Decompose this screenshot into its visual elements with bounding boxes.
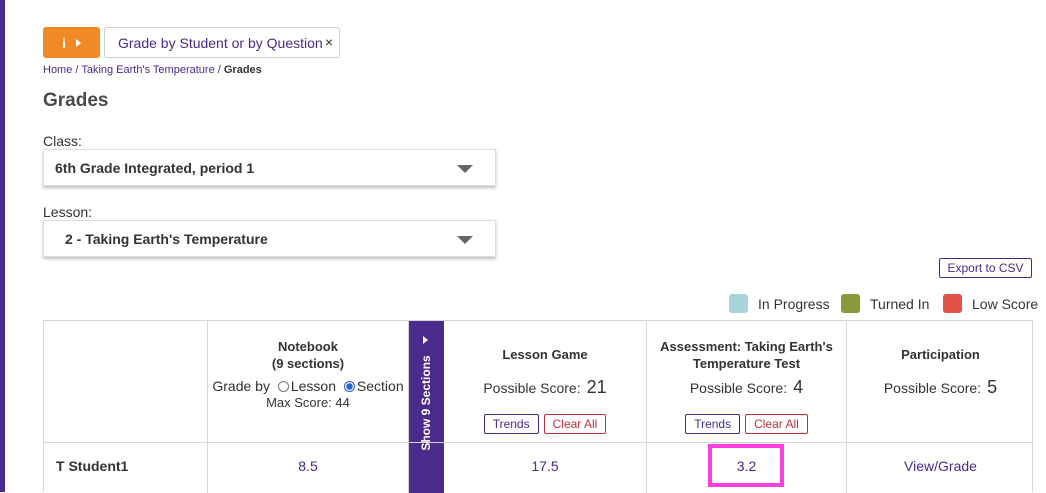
play-arrow-icon — [75, 38, 81, 47]
low-score-swatch — [943, 294, 962, 313]
assessment-score[interactable]: 3.2 — [736, 458, 757, 474]
show-sections-label: Show 9 Sections — [419, 355, 433, 451]
legend-low-score: Low Score — [943, 294, 1038, 313]
legend-label: Low Score — [972, 295, 1039, 312]
class-label: Class: — [43, 133, 82, 149]
lesson-select-value: 2 - Taking Earth's Temperature — [65, 230, 268, 247]
view-grade-link[interactable]: View/Grade — [904, 458, 977, 474]
row-divider — [44, 442, 1032, 443]
participation-column: Participation Possible Score: 5 View/Grad… — [847, 321, 1034, 493]
chevron-down-icon — [457, 236, 473, 244]
class-select[interactable]: 6th Grade Integrated, period 1 — [43, 149, 496, 186]
clear-all-button[interactable]: Clear All — [745, 414, 808, 434]
breadcrumb-current: Grades — [223, 64, 262, 76]
legend-label: Turned In — [870, 295, 930, 312]
notebook-title: Notebook — [278, 339, 338, 354]
trends-button[interactable]: Trends — [685, 414, 741, 434]
breadcrumb-home[interactable]: Home — [43, 64, 73, 76]
assessment-title: Assessment: Taking Earth's — [660, 339, 833, 354]
lesson-game-column: Lesson Game Possible Score: 21 Trends Cle… — [444, 321, 647, 493]
highlight-box — [708, 444, 784, 487]
left-rail — [0, 0, 5, 492]
possible-label: Possible Score: — [883, 380, 982, 396]
breadcrumb-separator: / — [214, 64, 224, 76]
page-title: Grades — [43, 90, 109, 111]
notebook-subtitle: (9 sections) — [271, 356, 345, 371]
legend-label: In Progress — [758, 295, 830, 312]
assessment-subtitle: Temperature Test — [692, 356, 801, 371]
possible-label: Possible Score: — [483, 380, 581, 396]
grade-by-label: Grade by — [212, 378, 270, 394]
assessment-column: Assessment: Taking Earth's Temperature T… — [647, 321, 847, 493]
lesson-select[interactable]: 2 - Taking Earth's Temperature — [43, 220, 496, 257]
legend-in-progress: In Progress — [729, 294, 830, 313]
turned-in-swatch — [841, 294, 860, 313]
max-score: Max Score: 44 — [266, 395, 350, 410]
assessment-possible: Possible Score: 4 — [647, 377, 846, 398]
radio-section[interactable] — [343, 381, 355, 392]
grades-table: T Student1 Notebook (9 sections) Grade b… — [43, 320, 1034, 493]
participation-possible: Possible Score: 5 — [847, 377, 1034, 398]
hint-label: Grade by Student or by Question — [118, 34, 323, 51]
possible-score: 5 — [987, 377, 998, 397]
legend-turned-in: Turned In — [841, 294, 929, 313]
class-select-value: 6th Grade Integrated, period 1 — [55, 159, 255, 176]
hint-box: Grade by Student or by Question × — [104, 27, 340, 58]
close-icon[interactable]: × — [324, 34, 333, 50]
assessment-actions: Trends Clear All — [647, 414, 846, 434]
possible-label: Possible Score: — [689, 380, 788, 396]
trends-button[interactable]: Trends — [483, 414, 539, 434]
breadcrumb-separator: / — [72, 64, 82, 76]
chevron-down-icon — [457, 165, 473, 173]
lesson-game-title: Lesson Game — [502, 347, 588, 362]
clear-all-button[interactable]: Clear All — [543, 414, 607, 434]
student-column: T Student1 — [44, 321, 208, 493]
export-csv-button[interactable]: Export to CSV — [939, 258, 1032, 278]
lesson-game-possible: Possible Score: 21 — [444, 377, 646, 398]
info-button[interactable]: i — [43, 27, 100, 58]
possible-score: 21 — [586, 377, 607, 397]
grade-by-options: Grade by Lesson Section — [208, 378, 408, 394]
expand-arrow-icon — [423, 336, 428, 344]
info-icon: i — [62, 34, 66, 51]
notebook-column: Notebook (9 sections) Grade by Lesson Se… — [208, 321, 409, 493]
show-sections-toggle[interactable]: Show 9 Sections — [409, 321, 444, 493]
lesson-game-actions: Trends Clear All — [444, 414, 646, 434]
radio-section-label: Section — [356, 378, 404, 394]
radio-lesson-label: Lesson — [290, 378, 337, 394]
notebook-score[interactable]: 8.5 — [298, 458, 318, 474]
radio-lesson[interactable] — [277, 381, 289, 392]
lesson-label: Lesson: — [43, 204, 93, 220]
lesson-game-score[interactable]: 17.5 — [531, 458, 559, 474]
in-progress-swatch — [729, 294, 748, 313]
student-name: T Student1 — [56, 458, 129, 474]
breadcrumb: Home / Taking Earth's Temperature / Grad… — [43, 64, 262, 76]
breadcrumb-lesson[interactable]: Taking Earth's Temperature — [81, 64, 215, 76]
participation-title: Participation — [901, 347, 980, 362]
possible-score: 4 — [793, 377, 804, 397]
